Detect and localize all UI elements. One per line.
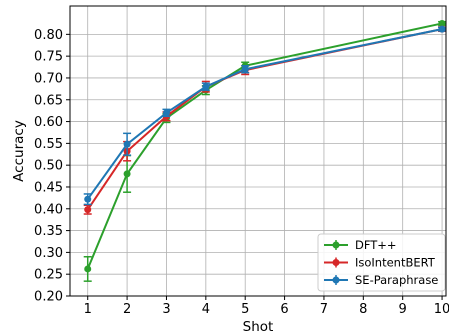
legend-label: DFT++ xyxy=(355,238,397,252)
y-tick-label: 0.35 xyxy=(34,224,63,239)
data-point xyxy=(241,65,249,73)
legend-entry: SE-Paraphrase xyxy=(324,273,438,287)
y-tick-label: 0.70 xyxy=(34,71,63,86)
y-tick-label: 0.25 xyxy=(34,268,63,283)
data-point xyxy=(123,140,131,148)
y-tick-label: 0.40 xyxy=(34,202,63,217)
x-tick-label: 2 xyxy=(123,302,131,317)
y-tick-label: 0.65 xyxy=(34,93,63,108)
x-tick-label: 1 xyxy=(84,302,92,317)
y-axis-label: Accuracy xyxy=(11,120,27,182)
series-line xyxy=(86,22,443,270)
series-line xyxy=(86,28,443,200)
x-tick-label: 7 xyxy=(320,302,328,317)
x-tick-label: 10 xyxy=(434,302,449,317)
x-tick-label: 3 xyxy=(162,302,170,317)
series-se-paraphrase xyxy=(83,25,447,206)
axis-ticks: 1 2 3 4 5 6 7 8 9 10 0.20 0.25 0.30 0.35 0.40 0.45 0.50 0… xyxy=(34,28,449,317)
legend-label: SE-Paraphrase xyxy=(355,273,438,287)
legend-marker xyxy=(332,276,340,284)
legend-marker xyxy=(332,241,340,249)
y-tick-label: 0.75 xyxy=(34,50,63,65)
legend-box xyxy=(317,233,446,292)
series-lines xyxy=(83,19,447,282)
x-axis-label: Shot xyxy=(243,319,274,334)
x-tick-label: 5 xyxy=(241,302,249,317)
data-point xyxy=(438,19,446,27)
y-tick-label: 0.45 xyxy=(34,180,63,195)
y-tick-label: 0.55 xyxy=(34,137,63,152)
y-tick-label: 0.30 xyxy=(34,246,63,261)
data-point xyxy=(123,170,131,178)
data-point xyxy=(84,195,92,203)
legend-marker xyxy=(332,259,340,266)
y-tick-label: 0.80 xyxy=(34,28,63,43)
legend-label: IsoIntentBERT xyxy=(355,256,436,270)
x-tick-label: 6 xyxy=(280,302,288,317)
y-tick-label: 0.60 xyxy=(34,115,63,130)
data-point xyxy=(84,206,92,214)
x-tick-label: 9 xyxy=(399,302,407,317)
data-point xyxy=(202,83,210,91)
data-point xyxy=(438,25,446,33)
y-tick-label: 0.20 xyxy=(34,290,63,305)
legend: DFT++ IsoIntentBERT SE-Paraphrase xyxy=(317,233,446,292)
x-tick-label: 4 xyxy=(202,302,210,317)
y-tick-label: 0.50 xyxy=(34,159,63,174)
series-isointentbert xyxy=(83,25,447,215)
x-tick-label: 8 xyxy=(359,302,367,317)
plot-frame xyxy=(69,5,447,297)
legend-entry: IsoIntentBERT xyxy=(324,256,436,270)
data-point xyxy=(162,109,170,117)
legend-entry: DFT++ xyxy=(324,238,397,252)
data-point xyxy=(84,265,92,273)
